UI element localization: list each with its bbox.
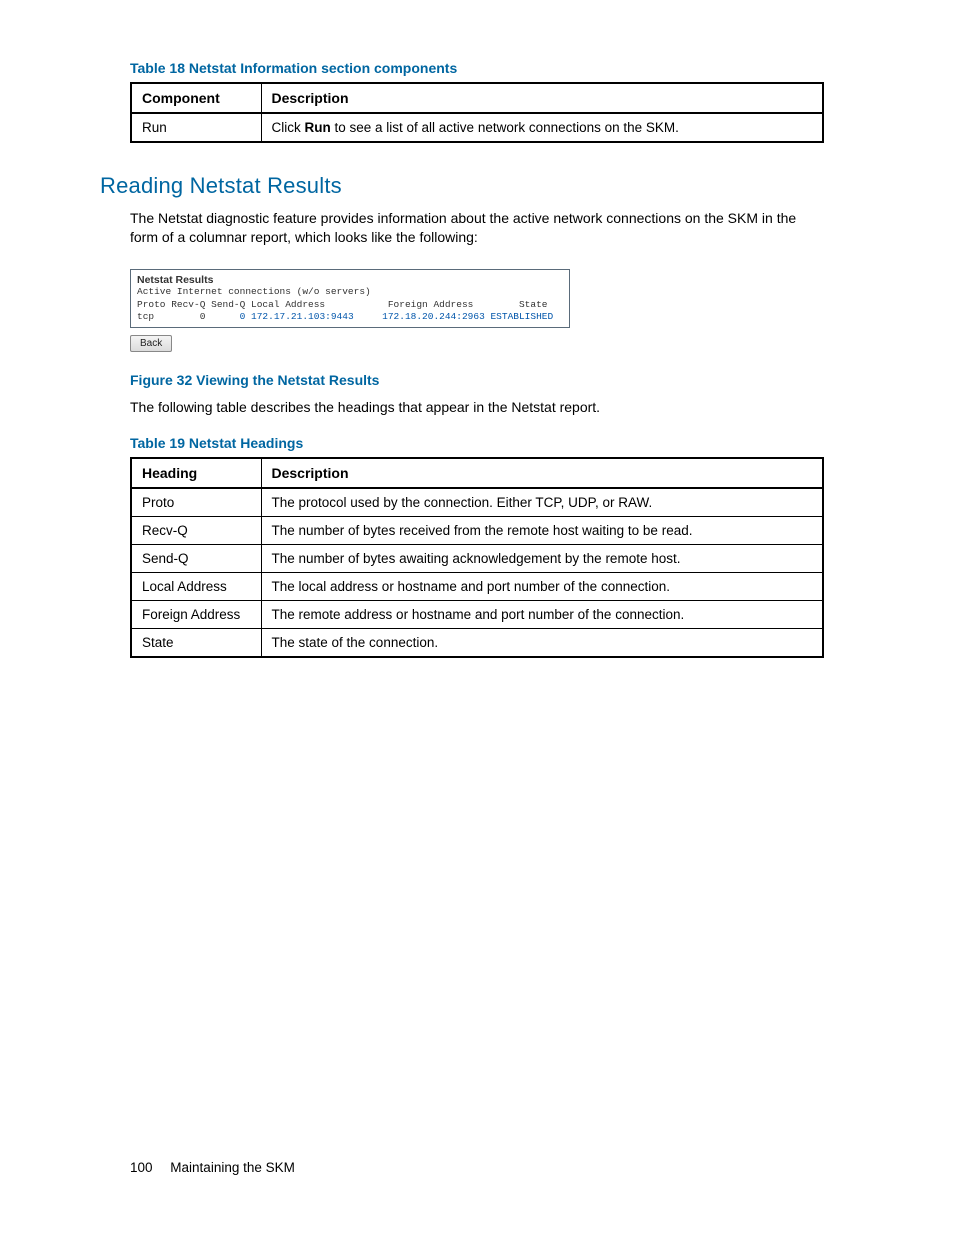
intro-paragraph: The Netstat diagnostic feature provides … — [130, 209, 824, 247]
netstat-results-title: Netstat Results — [137, 274, 563, 286]
table18-header-description: Description — [261, 83, 823, 113]
desc-pre: Click — [272, 120, 305, 135]
table19-cell-description: The local address or hostname and port n… — [261, 573, 823, 601]
back-button[interactable]: Back — [130, 335, 172, 352]
section-heading-reading-netstat: Reading Netstat Results — [100, 173, 824, 199]
table19-header-heading: Heading — [131, 458, 261, 488]
table19-cell-description: The state of the connection. — [261, 629, 823, 658]
table19-cell-heading: Foreign Address — [131, 601, 261, 629]
table19-cell-description: The remote address or hostname and port … — [261, 601, 823, 629]
table19-cell-heading: Recv-Q — [131, 517, 261, 545]
table19-header-description: Description — [261, 458, 823, 488]
netstat-line1: Active Internet connections (w/o servers… — [137, 286, 563, 299]
page-number: 100 — [130, 1160, 153, 1175]
table19-cell-heading: Local Address — [131, 573, 261, 601]
table-row: Foreign Address The remote address or ho… — [131, 601, 823, 629]
desc-post: to see a list of all active network conn… — [331, 120, 679, 135]
table-row: Recv-Q The number of bytes received from… — [131, 517, 823, 545]
table19-cell-description: The number of bytes received from the re… — [261, 517, 823, 545]
table18: Component Description Run Click Run to s… — [130, 82, 824, 143]
footer-section: Maintaining the SKM — [170, 1160, 295, 1175]
table19-cell-heading: Send-Q — [131, 545, 261, 573]
netstat-line3-highlight: 0 172.17.21.103:9443 172.18.20.244:2963 … — [240, 311, 554, 322]
table18-caption: Table 18 Netstat Information section com… — [130, 60, 824, 76]
netstat-line3-pre: tcp 0 — [137, 311, 240, 322]
netstat-results-box: Netstat Results Active Internet connecti… — [130, 269, 570, 328]
table18-cell-description: Click Run to see a list of all active ne… — [261, 113, 823, 142]
netstat-line2: Proto Recv-Q Send-Q Local Address Foreig… — [137, 299, 563, 312]
table-row: Run Click Run to see a list of all activ… — [131, 113, 823, 142]
desc-bold: Run — [305, 120, 331, 135]
table18-header-component: Component — [131, 83, 261, 113]
table18-cell-component: Run — [131, 113, 261, 142]
page-footer: 100 Maintaining the SKM — [130, 1160, 295, 1175]
netstat-line3: tcp 0 0 172.17.21.103:9443 172.18.20.244… — [137, 311, 563, 324]
table19-cell-description: The protocol used by the connection. Eit… — [261, 488, 823, 517]
following-paragraph: The following table describes the headin… — [130, 398, 824, 417]
table-row: Send-Q The number of bytes awaiting ackn… — [131, 545, 823, 573]
table19-cell-description: The number of bytes awaiting acknowledge… — [261, 545, 823, 573]
table19-cell-heading: State — [131, 629, 261, 658]
table19-caption: Table 19 Netstat Headings — [130, 435, 824, 451]
table19-cell-heading: Proto — [131, 488, 261, 517]
table-row: State The state of the connection. — [131, 629, 823, 658]
figure32-caption: Figure 32 Viewing the Netstat Results — [130, 372, 824, 388]
table-row: Proto The protocol used by the connectio… — [131, 488, 823, 517]
table-row: Local Address The local address or hostn… — [131, 573, 823, 601]
table19: Heading Description Proto The protocol u… — [130, 457, 824, 658]
